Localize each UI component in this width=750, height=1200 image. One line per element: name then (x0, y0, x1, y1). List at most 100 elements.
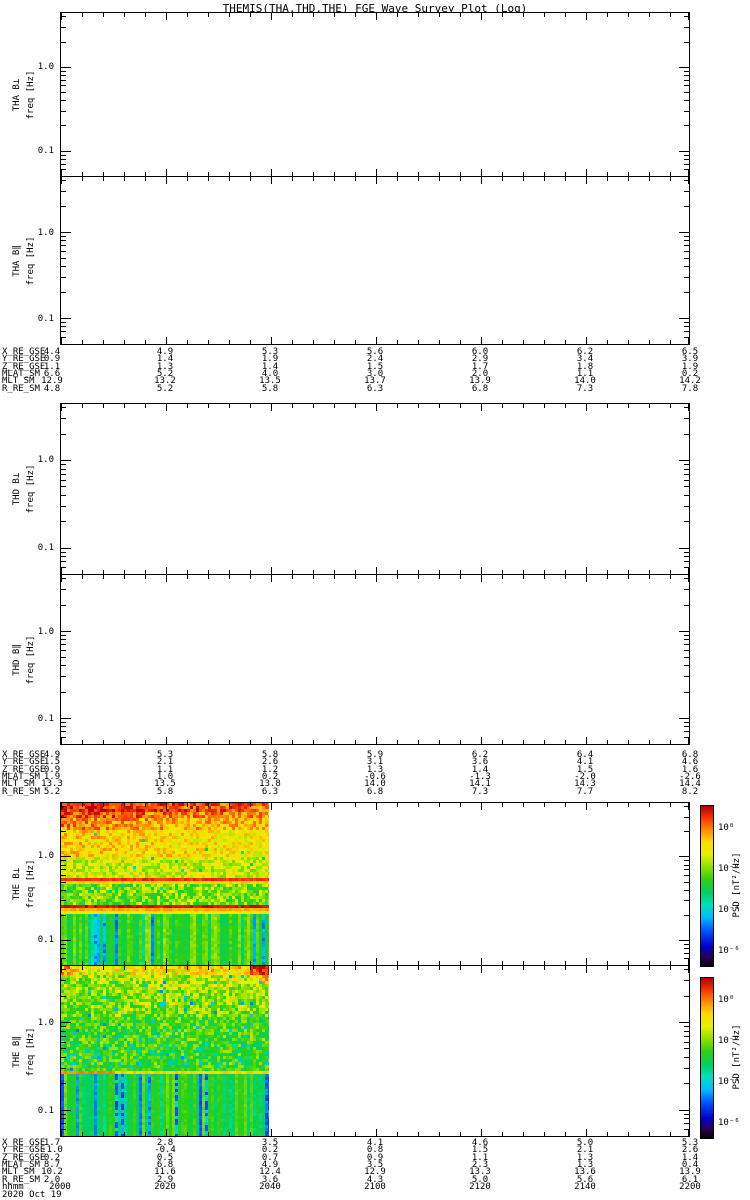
x-tick-minor (670, 177, 671, 181)
x-tick-minor (103, 575, 104, 579)
y-tick-minor (61, 322, 66, 323)
x-tick-minor (460, 404, 461, 408)
y-tick-minor (684, 900, 689, 901)
y-tick-minor (61, 1118, 66, 1119)
date-label: 2020 Oct 19 (2, 1190, 62, 1200)
x-tick-major (271, 13, 272, 20)
x-tick-minor (313, 570, 314, 574)
annotation-row-label: Y_RE_GSE (2, 757, 46, 768)
annotation-value: 13.6 (574, 1167, 596, 1178)
x-tick-minor (145, 404, 146, 408)
panel-the-bperp (60, 802, 690, 966)
x-tick-minor (460, 340, 461, 344)
y-tick-major (679, 67, 689, 68)
x-tick-minor (397, 13, 398, 17)
x-tick-minor (313, 575, 314, 579)
y-tick-minor (61, 900, 66, 901)
annotation-value: 6.4 (576, 750, 594, 760)
annotation-value: 1.4 (471, 764, 489, 775)
annotation-value: 1.7 (471, 361, 489, 372)
x-tick-minor (439, 172, 440, 176)
y-tick-minor (684, 71, 689, 72)
y-tick-minor (61, 495, 66, 496)
annotation-value: 2.0 (471, 368, 489, 379)
x-tick-major (586, 737, 587, 744)
x-tick-minor (607, 172, 608, 176)
x-tick-minor (418, 340, 419, 344)
y-tick-minor (684, 953, 689, 954)
colorbar-tick: 10⁰ (718, 995, 735, 1005)
y-tick-minor (61, 521, 66, 522)
annotation-value: 5.6 (366, 347, 384, 357)
annotation-value: 1.3 (576, 1152, 594, 1163)
annotation-value: 5.8 (261, 383, 279, 394)
freq-axis-label: freq [Hz] (26, 70, 36, 119)
y-tick-major (61, 1110, 71, 1111)
x-tick-minor (439, 803, 440, 807)
y-tick-minor (61, 1042, 66, 1043)
annotation-value: 3.5 (261, 1138, 279, 1148)
x-tick-minor (250, 961, 251, 965)
x-tick-major (376, 575, 377, 582)
x-tick-minor (229, 13, 230, 17)
y-tick-minor (61, 169, 66, 170)
y-tick-minor (61, 860, 66, 861)
annotation-value: 13.9 (469, 376, 491, 387)
annotation-value: 2.3 (471, 1159, 489, 1170)
y-tick-minor (61, 890, 66, 891)
x-tick-minor (418, 1132, 419, 1136)
x-tick-minor (565, 340, 566, 344)
annotation-value: -2.0 (574, 771, 596, 782)
annotation-value: 6.2 (471, 750, 489, 760)
x-tick-minor (334, 961, 335, 965)
x-tick-minor (649, 1132, 650, 1136)
x-tick-minor (103, 177, 104, 181)
x-tick-minor (229, 740, 230, 744)
x-tick-major (61, 1129, 62, 1136)
x-tick-major (481, 404, 482, 411)
y-tick-minor (61, 434, 66, 435)
x-tick-minor (250, 966, 251, 970)
y-tick-minor (684, 737, 689, 738)
y-tick-minor (684, 486, 689, 487)
ytick-label: 0.1 (37, 314, 54, 325)
y-tick-minor (684, 1118, 689, 1119)
annotation-value: 13.8 (259, 779, 281, 790)
x-tick-minor (670, 740, 671, 744)
y-tick-minor (61, 1036, 66, 1037)
y-tick-major (61, 718, 71, 719)
x-tick-minor (565, 570, 566, 574)
x-tick-major (271, 737, 272, 744)
annotation-value: 14.0 (364, 779, 386, 790)
y-tick-minor (61, 1083, 66, 1084)
y-tick-minor (61, 464, 66, 465)
x-tick-minor (187, 340, 188, 344)
x-tick-minor (187, 177, 188, 181)
x-tick-minor (292, 966, 293, 970)
x-tick-minor (502, 570, 503, 574)
annotation-value: 0.2 (43, 1152, 61, 1163)
x-tick-minor (670, 13, 671, 17)
x-tick-minor (544, 575, 545, 579)
x-tick-minor (460, 177, 461, 181)
annotation-value: 8.2 (681, 786, 699, 797)
panel-label: THD B⊥ (12, 472, 22, 506)
annotation-value: 1.3 (366, 764, 384, 775)
x-tick-minor (82, 803, 83, 807)
annotation-value: 2.9 (156, 1174, 174, 1185)
annotation-value: 2.1 (156, 757, 174, 768)
x-tick-minor (229, 172, 230, 176)
x-tick-minor (82, 172, 83, 176)
y-tick-minor (684, 1026, 689, 1027)
x-tick-major (376, 337, 377, 344)
x-tick-major (376, 737, 377, 744)
ytick-label: 1.0 (37, 1018, 54, 1029)
y-tick-minor (684, 722, 689, 723)
y-tick-minor (684, 817, 689, 818)
annotation-value: 1.5 (471, 1145, 489, 1156)
annotation-value: 1.9 (43, 771, 61, 782)
y-tick-minor (61, 944, 66, 945)
x-tick-major (166, 966, 167, 973)
spectrogram-the-bpar (61, 966, 269, 1136)
x-tick-major (271, 803, 272, 810)
